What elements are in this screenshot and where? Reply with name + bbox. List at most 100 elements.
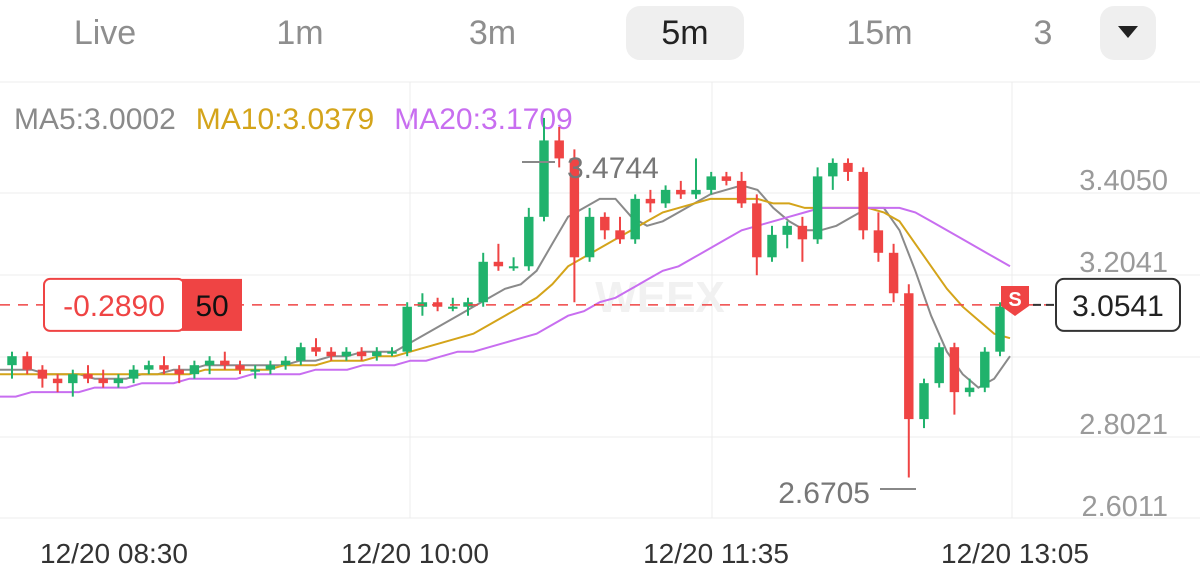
candle-body bbox=[919, 383, 929, 420]
candle bbox=[873, 212, 884, 262]
candle-body bbox=[676, 189, 686, 195]
ma5-legend: MA5:3.0002 bbox=[14, 103, 176, 136]
candle-body bbox=[52, 378, 63, 384]
x-tick-label: 12/20 13:05 bbox=[941, 538, 1089, 569]
candle bbox=[265, 360, 276, 375]
y-tick-label: 2.8021 bbox=[1079, 409, 1168, 441]
candle-body bbox=[660, 189, 671, 204]
candle-body bbox=[37, 369, 48, 379]
tab-1m[interactable]: 1m bbox=[276, 14, 324, 52]
candle-body bbox=[645, 198, 656, 204]
interval-dropdown-button[interactable] bbox=[1100, 6, 1156, 60]
candle bbox=[615, 216, 625, 244]
candle-body bbox=[721, 176, 732, 181]
candle-body bbox=[189, 365, 200, 375]
candle bbox=[888, 243, 899, 303]
candle bbox=[250, 365, 260, 379]
x-tick-label: 12/20 08:30 bbox=[40, 538, 188, 569]
candle-body bbox=[782, 225, 792, 235]
candle bbox=[204, 356, 215, 375]
candle-body bbox=[296, 347, 306, 361]
candle-body bbox=[812, 176, 823, 240]
candle bbox=[736, 171, 747, 208]
candle-body bbox=[341, 351, 352, 357]
candle-body bbox=[22, 356, 32, 370]
candle-body bbox=[311, 347, 321, 352]
position-qty-label: 50 bbox=[195, 290, 228, 323]
position-pnl-label: -0.2890 bbox=[63, 290, 165, 323]
candle-body bbox=[402, 306, 412, 352]
candle bbox=[812, 167, 823, 244]
candle-body bbox=[524, 216, 534, 267]
candle-body bbox=[797, 225, 808, 240]
candle-body bbox=[980, 351, 990, 388]
tab-3m[interactable]: 3m bbox=[468, 14, 517, 52]
candle bbox=[919, 378, 929, 429]
candle bbox=[52, 374, 63, 393]
ma5-line bbox=[0, 184, 1011, 389]
ma20-legend: MA20:3.1709 bbox=[394, 103, 573, 136]
ma20-line bbox=[0, 206, 1011, 398]
chevron-down-icon bbox=[1118, 26, 1138, 38]
candle bbox=[159, 356, 169, 375]
candle bbox=[113, 374, 124, 388]
interval-tabs: Live 1m 3m 5m 15m 3 bbox=[0, 0, 1200, 68]
candles bbox=[7, 117, 1005, 478]
candle bbox=[676, 180, 686, 199]
candle bbox=[949, 342, 960, 415]
candle-body bbox=[736, 180, 747, 204]
candle bbox=[964, 378, 975, 397]
candle-body bbox=[387, 351, 397, 354]
candle bbox=[22, 351, 32, 375]
candle-body bbox=[356, 351, 367, 357]
candle bbox=[37, 365, 48, 388]
candle bbox=[584, 207, 595, 262]
candle-body bbox=[508, 266, 519, 269]
candle-body bbox=[174, 369, 184, 375]
candle bbox=[493, 243, 504, 271]
candle bbox=[463, 297, 473, 316]
candle-body bbox=[372, 351, 382, 357]
candle bbox=[843, 158, 853, 181]
candle bbox=[508, 257, 519, 271]
candle-body bbox=[220, 360, 230, 366]
candle bbox=[387, 347, 397, 357]
y-tick-label: 2.6011 bbox=[1081, 491, 1168, 523]
candle bbox=[311, 338, 321, 357]
candle bbox=[144, 360, 154, 375]
candle bbox=[569, 149, 580, 303]
overlays: 3.0541 -0.2890 50 3.4744 2.6705 S bbox=[0, 152, 1181, 510]
candle-body bbox=[600, 216, 610, 231]
candle-body bbox=[554, 140, 564, 159]
candle-body bbox=[159, 365, 169, 370]
chart-grid: 3.4050 3.2041 2.8021 2.6011 12/20 08:30 12/20… bbox=[0, 81, 1200, 569]
candle bbox=[980, 347, 990, 393]
tab-live[interactable]: Live bbox=[73, 14, 137, 52]
candle bbox=[7, 351, 17, 379]
tab-3[interactable]: 3 bbox=[1033, 14, 1053, 52]
last-price-label: 3.0541 bbox=[1072, 290, 1164, 323]
candle-body bbox=[539, 140, 549, 217]
candle bbox=[402, 302, 412, 357]
candle bbox=[174, 365, 184, 384]
candle-body bbox=[144, 365, 154, 370]
candle-body bbox=[448, 306, 458, 309]
candle-body bbox=[7, 356, 17, 366]
candle bbox=[767, 225, 777, 262]
candle bbox=[296, 342, 306, 366]
candle-body bbox=[843, 162, 853, 172]
candle-body bbox=[265, 365, 276, 370]
candle-body bbox=[949, 347, 960, 393]
candle bbox=[782, 221, 792, 249]
candle-body bbox=[113, 378, 124, 384]
candle bbox=[934, 342, 944, 388]
tab-5m[interactable]: 5m bbox=[626, 6, 744, 60]
candle-body bbox=[569, 158, 580, 258]
candle-body bbox=[493, 261, 504, 267]
tab-15m[interactable]: 15m bbox=[846, 14, 913, 52]
candle bbox=[797, 216, 808, 262]
candle-body bbox=[98, 378, 108, 384]
candle bbox=[356, 347, 367, 361]
candle bbox=[98, 369, 108, 388]
